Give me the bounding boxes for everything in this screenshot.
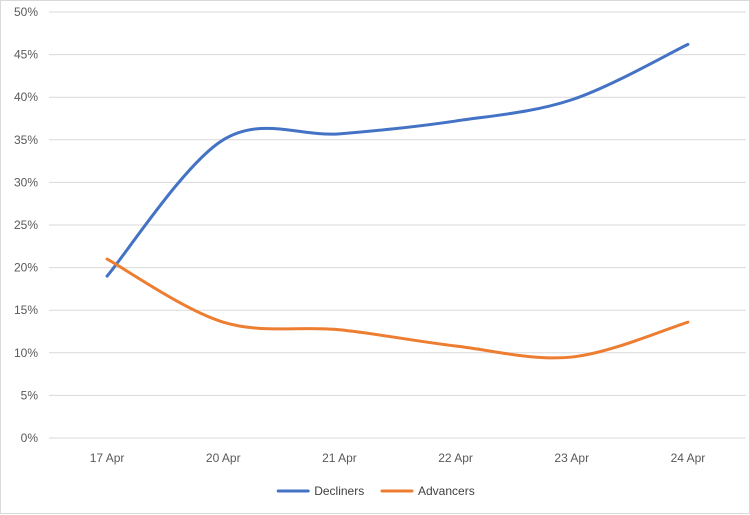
y-tick-label: 35%: [14, 133, 38, 147]
data-point-advancers: [686, 321, 689, 324]
x-tick-label: 22 Apr: [438, 451, 473, 465]
series-line-decliners: [105, 42, 690, 278]
y-tick-label: 30%: [14, 175, 38, 189]
y-tick-label: 5%: [21, 388, 39, 402]
data-point-decliners: [570, 98, 573, 101]
legend: Decliners Advancers: [276, 484, 475, 498]
gridlines: [49, 11, 746, 439]
y-tick-label: 15%: [14, 303, 38, 317]
legend-label-decliners: Decliners: [314, 484, 364, 498]
legend-label-advancers: Advancers: [418, 484, 475, 498]
data-point-decliners: [338, 132, 341, 135]
x-tick-label: 23 Apr: [554, 451, 589, 465]
x-axis-tick-labels: 17 Apr 20 Apr 21 Apr 22 Apr 23 Apr 24 Apr: [90, 451, 706, 465]
y-axis-tick-labels: 0% 5% 10% 15% 20% 25% 30% 35% 40% 45% 50%: [14, 5, 38, 445]
data-point-advancers: [338, 328, 341, 331]
x-tick-label: 17 Apr: [90, 451, 125, 465]
data-point-decliners: [222, 138, 225, 141]
y-tick-label: 50%: [14, 5, 38, 19]
data-point-advancers: [454, 344, 457, 347]
data-point-decliners: [454, 120, 457, 123]
series-line-advancers: [105, 257, 690, 360]
data-point-advancers: [106, 258, 109, 261]
data-point-decliners: [686, 43, 689, 46]
data-point-advancers: [570, 356, 573, 359]
series-lines: [105, 42, 690, 360]
data-point-advancers: [222, 321, 225, 324]
y-tick-label: 45%: [14, 48, 38, 62]
y-tick-label: 25%: [14, 218, 38, 232]
x-tick-label: 21 Apr: [322, 451, 357, 465]
x-tick-label: 20 Apr: [206, 451, 241, 465]
data-point-decliners: [106, 275, 109, 278]
y-tick-label: 20%: [14, 261, 38, 275]
y-tick-label: 0%: [21, 431, 39, 445]
x-tick-label: 24 Apr: [671, 451, 706, 465]
y-tick-label: 10%: [14, 346, 38, 360]
y-tick-label: 40%: [14, 90, 38, 104]
